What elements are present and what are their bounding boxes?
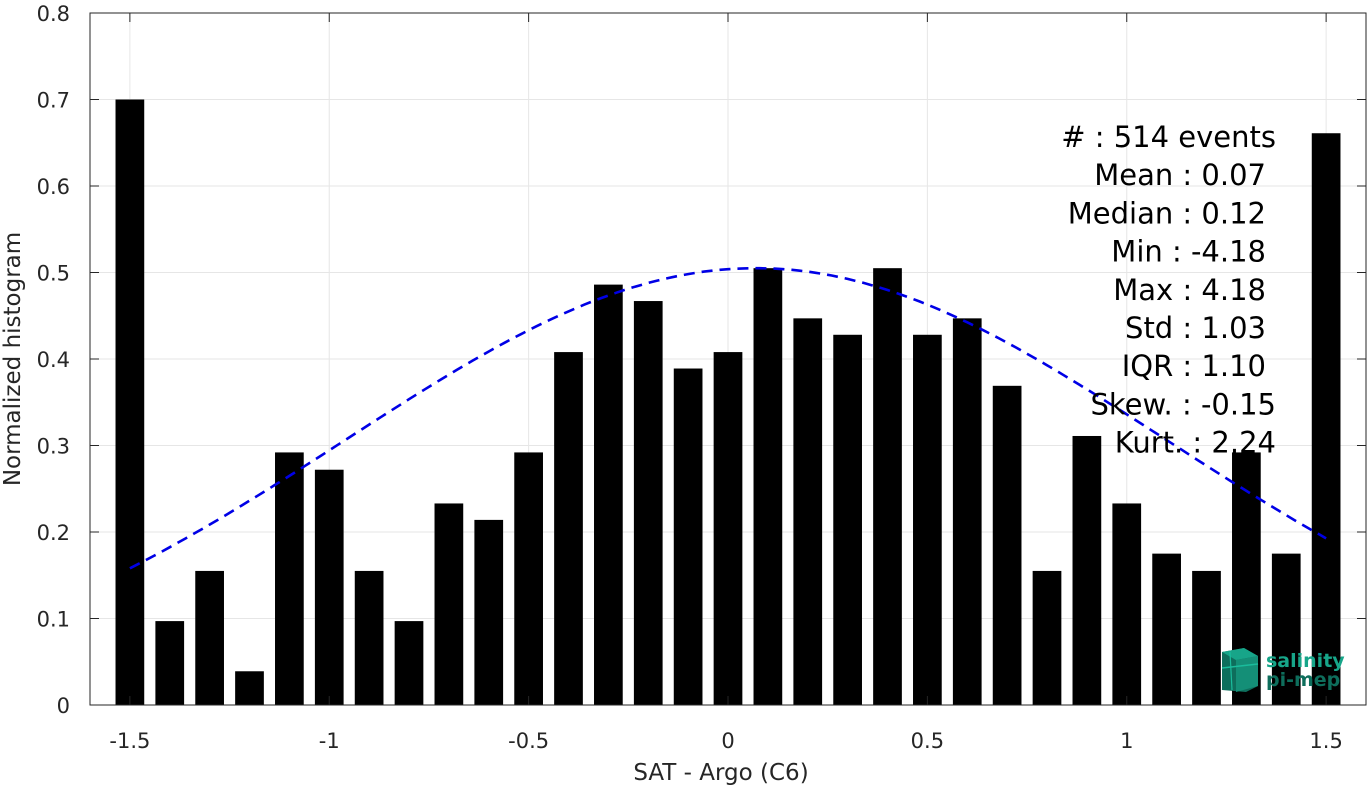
stat-line: Median : 0.12 (1068, 196, 1266, 230)
histogram-bar (952, 318, 982, 705)
logo-text-pi-mep: pi-mep (1266, 669, 1340, 691)
histogram-bar (554, 352, 583, 705)
stat-line: # : 514 events (1061, 120, 1276, 154)
histogram-bar (434, 503, 464, 705)
histogram-bar (1112, 503, 1142, 705)
histogram-bar (314, 469, 344, 705)
x-tick-label: 0 (721, 729, 734, 753)
x-tick-label: 1.5 (1309, 729, 1342, 753)
y-tick-label: 0.5 (37, 262, 70, 286)
y-tick-label: 0.8 (37, 2, 70, 26)
stat-line: Mean : 0.07 (1094, 158, 1266, 192)
histogram-bar (793, 318, 823, 705)
histogram-bar (873, 268, 902, 705)
stats-box: # : 514 events Mean : 0.07 Median : 0.12 Mi… (1061, 120, 1276, 460)
tick-labels: -1.5 -1 -0.5 0 0.5 1 1.5 0 0.1 0.2 0.3 0.4 0.5 0.6 0.7… (37, 2, 1343, 753)
y-tick-label: 0.1 (37, 608, 70, 632)
histogram-bar (394, 621, 424, 705)
histogram-bar (992, 385, 1022, 705)
histogram-bar (753, 268, 783, 705)
stat-line: Max : 4.18 (1113, 273, 1266, 307)
histogram-bar (1192, 570, 1221, 705)
histogram-bar (1271, 553, 1301, 705)
logo-text-salinity: salinity (1266, 650, 1345, 672)
histogram-bar (354, 570, 384, 705)
histogram-bar (633, 301, 663, 705)
histogram-bar (594, 284, 623, 705)
histogram-bar (155, 621, 185, 705)
bars (115, 99, 1341, 706)
histogram-bar (1032, 570, 1062, 705)
histogram-bar (713, 352, 743, 705)
y-tick-label: 0.3 (37, 435, 70, 459)
x-axis-label: SAT - Argo (C6) (633, 760, 808, 786)
salinity-pi-mep-logo: salinity pi-mep (1221, 648, 1345, 692)
y-tick-label: 0 (57, 694, 70, 718)
stat-line: Std : 1.03 (1125, 311, 1266, 345)
histogram-bar (913, 334, 942, 705)
histogram-bar (195, 570, 224, 705)
histogram-bar (115, 99, 145, 705)
y-axis-label: Normalized histogram (0, 232, 26, 486)
histogram-bar (833, 334, 862, 705)
histogram-bar (1311, 133, 1341, 706)
y-tick-label: 0.2 (37, 521, 70, 545)
x-tick-label: 1 (1120, 729, 1133, 753)
x-tick-label: -1 (319, 729, 340, 753)
histogram-bar (275, 452, 304, 705)
histogram-bar (235, 671, 264, 705)
y-tick-label: 0.7 (37, 89, 70, 113)
x-tick-label: -1.5 (109, 729, 150, 753)
histogram-bar (1152, 553, 1181, 705)
stat-line: Min : -4.18 (1111, 235, 1266, 269)
stat-line: IQR : 1.10 (1122, 349, 1266, 383)
histogram-bar (474, 519, 504, 705)
ticks (90, 12, 1366, 706)
stat-line: Kurt. : 2.24 (1115, 426, 1276, 460)
cube-icon (1221, 648, 1259, 692)
x-tick-label: 0.5 (911, 729, 944, 753)
y-tick-label: 0.4 (37, 348, 70, 372)
grid (90, 12, 1366, 706)
x-tick-label: -0.5 (508, 729, 549, 753)
y-tick-label: 0.6 (37, 175, 70, 199)
fit-curve (129, 266, 1327, 570)
histogram-bar (1072, 435, 1102, 705)
stat-line: Skew. : -0.15 (1090, 387, 1276, 421)
histogram-bar (514, 452, 543, 705)
histogram-bar (673, 368, 703, 705)
